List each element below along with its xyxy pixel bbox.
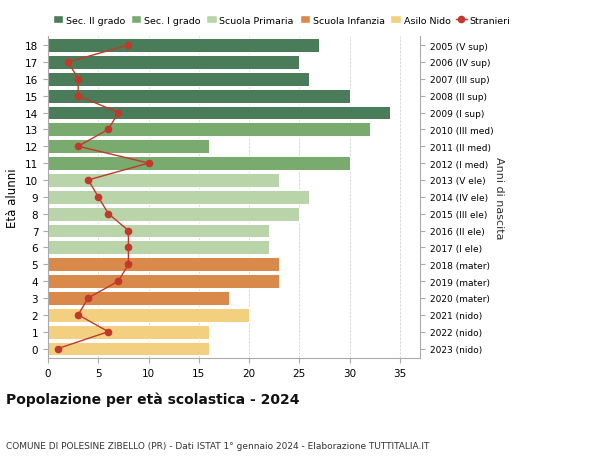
Bar <box>48 73 310 86</box>
Bar <box>48 291 229 305</box>
Bar <box>48 325 209 339</box>
Bar <box>48 56 299 70</box>
Y-axis label: Età alunni: Età alunni <box>7 168 19 227</box>
Bar <box>48 207 299 221</box>
Bar <box>48 258 279 272</box>
Bar <box>48 241 269 255</box>
Bar <box>48 140 209 154</box>
Bar <box>48 342 209 356</box>
Bar <box>48 157 350 171</box>
Bar <box>48 308 249 322</box>
Legend: Sec. II grado, Sec. I grado, Scuola Primaria, Scuola Infanzia, Asilo Nido, Stran: Sec. II grado, Sec. I grado, Scuola Prim… <box>53 17 510 26</box>
Bar <box>48 90 350 103</box>
Bar <box>48 123 370 137</box>
Bar <box>48 106 390 120</box>
Y-axis label: Anni di nascita: Anni di nascita <box>494 156 505 239</box>
Bar <box>48 174 279 187</box>
Bar <box>48 274 279 288</box>
Text: Popolazione per età scolastica - 2024: Popolazione per età scolastica - 2024 <box>6 392 299 406</box>
Bar <box>48 224 269 238</box>
Text: COMUNE DI POLESINE ZIBELLO (PR) - Dati ISTAT 1° gennaio 2024 - Elaborazione TUTT: COMUNE DI POLESINE ZIBELLO (PR) - Dati I… <box>6 441 430 450</box>
Bar <box>48 39 319 53</box>
Bar <box>48 190 310 204</box>
